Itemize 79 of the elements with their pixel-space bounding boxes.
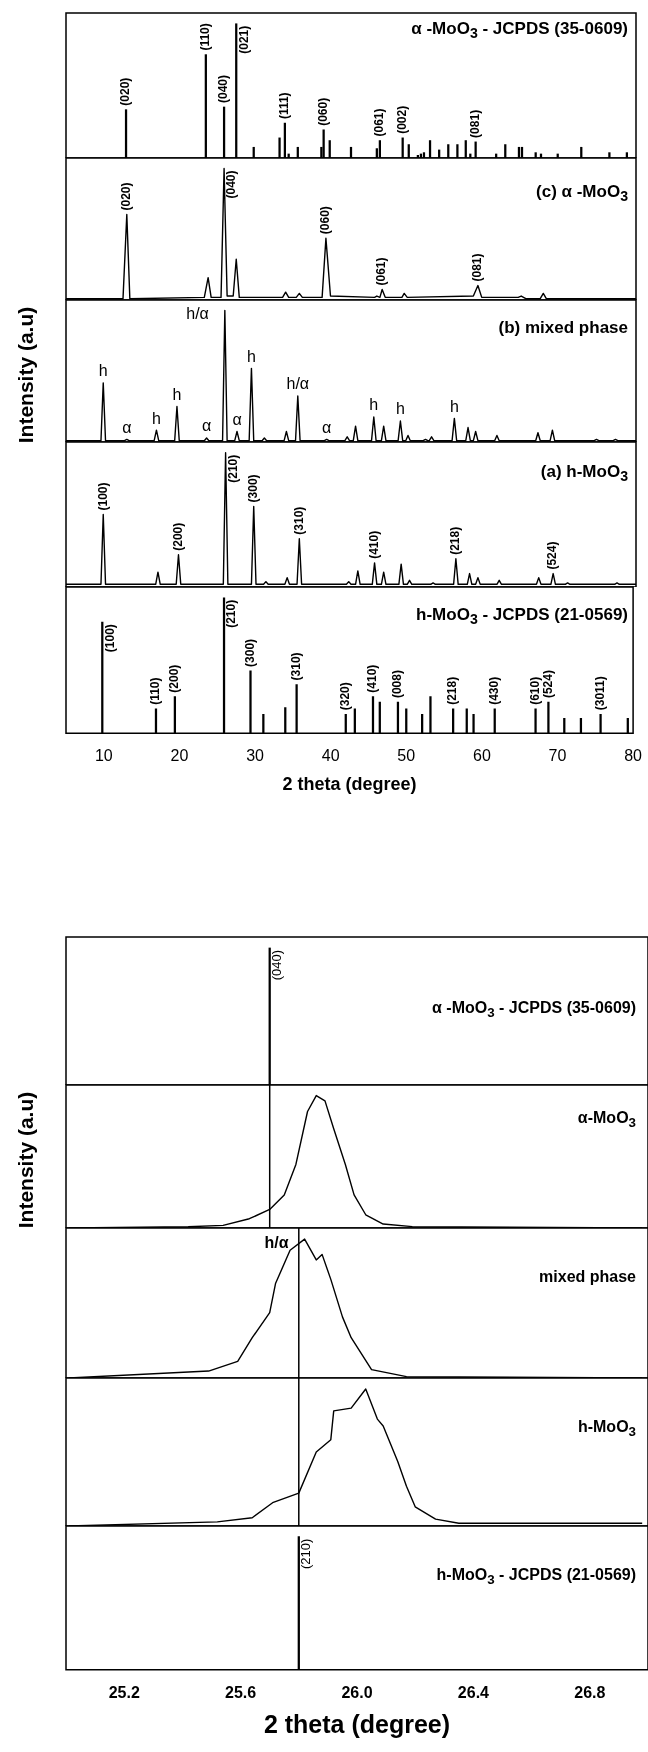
text: h-MoO$_{3}$ - JCPDS (21-0569)	[416, 605, 628, 628]
x-tick-label: 26.0	[341, 1683, 373, 1701]
annotation: (081)	[470, 253, 485, 282]
x-tick-label: 10	[94, 747, 113, 765]
annotation: (110)	[198, 23, 213, 51]
x-tick-label: 20	[170, 747, 189, 765]
annotation: (430)	[487, 676, 502, 705]
x-axis-title: 2 theta (degree)	[263, 1709, 451, 1738]
annotation: (060)	[318, 206, 333, 235]
y-axis-title: Intensity (a.u)	[14, 1090, 38, 1231]
chart-title: α -MoO$_{3}$ - JCPDS (35-0609)	[411, 19, 628, 42]
annotation: (218)	[445, 676, 460, 705]
annotation: h	[395, 400, 405, 418]
annotation: (210)	[224, 599, 239, 628]
text: α-MoO$_{3}$	[577, 1109, 636, 1131]
annotation: (100)	[95, 482, 110, 511]
text: h-MoO$_{3}$	[577, 1418, 636, 1440]
annotation: (310)	[291, 506, 306, 535]
annotation: (3011)	[592, 676, 607, 711]
annotation: (061)	[372, 108, 387, 137]
text: h-MoO$_{3}$ - JCPDS (21-0569)	[436, 1566, 636, 1588]
annotation: (524)	[545, 541, 560, 570]
annotation: (020)	[118, 77, 133, 106]
x-tick-label: 26.4	[457, 1683, 490, 1701]
annotation: α	[322, 418, 332, 436]
chart-title: (b) mixed phase	[498, 318, 628, 338]
text: α -MoO$_{3}$ - JCPDS (35-0609)	[432, 999, 636, 1021]
annotation: (410)	[366, 530, 381, 559]
annotation: h	[98, 362, 108, 380]
x-tick-label: 26.8	[574, 1683, 606, 1701]
annotation: h	[172, 385, 182, 403]
annotation: (100)	[102, 624, 117, 653]
x-tick-label: 50	[397, 747, 416, 765]
annotation: (218)	[448, 526, 463, 555]
annotation: (061)	[374, 257, 389, 286]
annotation: (210)	[225, 454, 240, 483]
text: (c) α -MoO$_{3}$	[536, 182, 628, 205]
annotation: (002)	[394, 105, 409, 134]
y-axis-title: Intensity (a.u)	[14, 305, 38, 446]
annotation: (110)	[148, 677, 163, 705]
annotation: (310)	[288, 652, 303, 681]
annotation: α	[122, 418, 132, 436]
annotation: (524)	[540, 670, 555, 699]
annotation: h/α	[286, 375, 310, 393]
annotation: α	[201, 417, 212, 435]
annotation: (300)	[242, 638, 257, 667]
annotation: (200)	[170, 522, 185, 551]
annotation: (040)	[269, 949, 285, 981]
annotation: (040)	[224, 170, 239, 199]
annotation: (008)	[390, 670, 405, 699]
annotation: (111)	[277, 92, 292, 120]
annotation: h	[369, 396, 379, 414]
annotation: (081)	[467, 109, 482, 138]
annotation: (200)	[167, 664, 182, 693]
x-tick-label: 25.6	[225, 1683, 257, 1701]
x-tick-label: 60	[472, 747, 491, 765]
x-tick-label: 80	[624, 747, 643, 765]
annotation: (020)	[119, 182, 134, 211]
annotation: (610)	[527, 676, 542, 705]
text: (a) h-MoO$_{3}$	[540, 462, 628, 485]
text: mixed phase	[539, 1268, 636, 1286]
annotation: (040)	[216, 74, 231, 103]
x-tick-label: 25.2	[108, 1683, 140, 1701]
annotation: (210)	[298, 1538, 314, 1570]
annotation: h	[151, 409, 161, 427]
annotation: α	[232, 410, 242, 428]
x-tick-label: 40	[321, 747, 340, 765]
annotation: (320)	[338, 682, 353, 711]
annotation: (060)	[315, 97, 330, 126]
x-tick-label: 70	[548, 747, 567, 765]
annotation: h	[246, 347, 256, 365]
annotation: (410)	[365, 664, 380, 693]
annotation: h	[449, 397, 459, 415]
annotation: (021)	[236, 25, 251, 54]
x-tick-label: 30	[246, 747, 265, 765]
annotation: h/α	[264, 1233, 289, 1251]
x-axis-title: 2 theta (degree)	[282, 774, 417, 795]
annotation: h/α	[186, 304, 209, 322]
annotation: (300)	[246, 474, 261, 503]
